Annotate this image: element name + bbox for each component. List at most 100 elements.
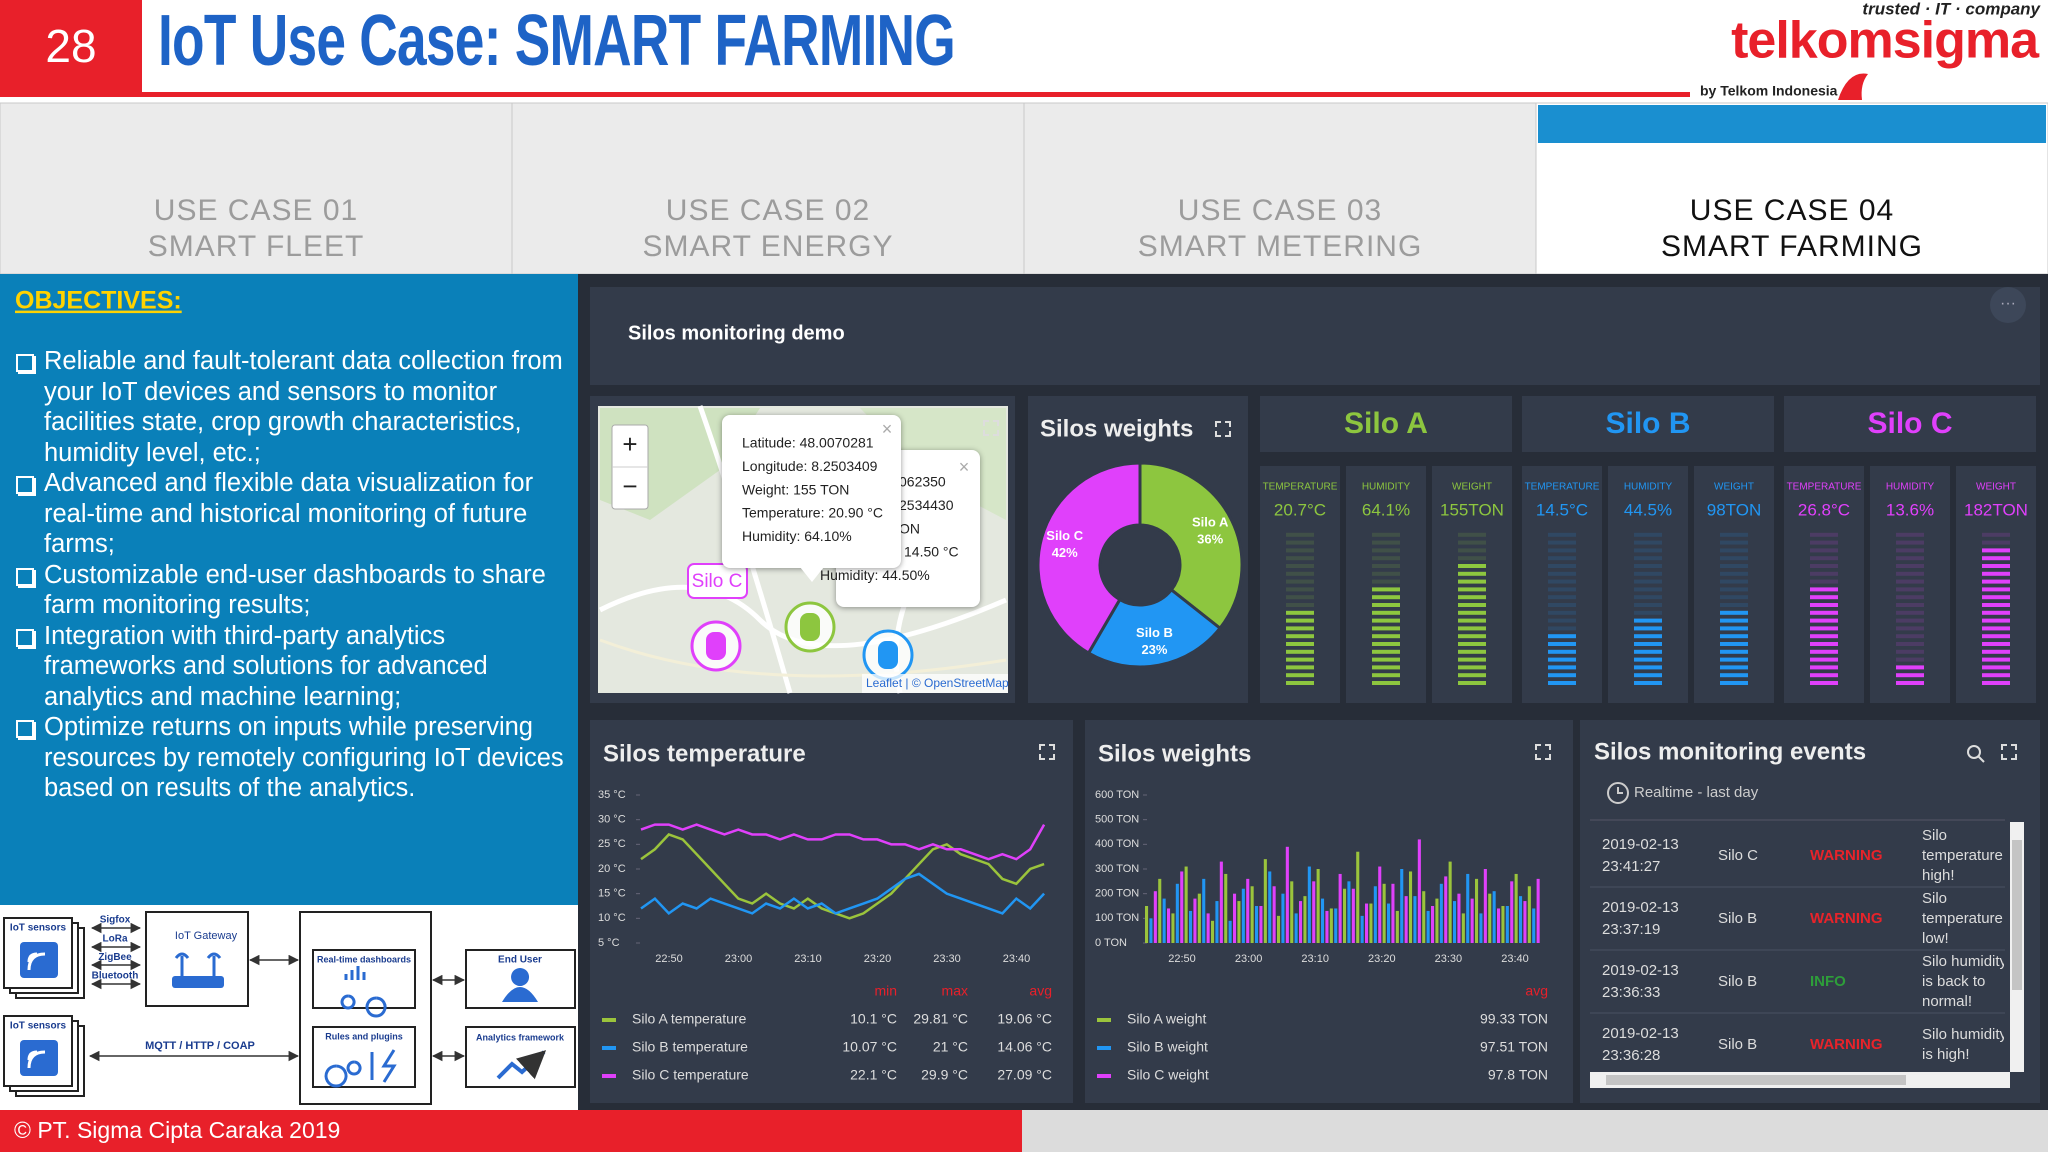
event-message-line: is high! (1922, 1046, 1970, 1063)
weight-bar (1488, 893, 1492, 943)
event-time: 23:41:27 (1602, 858, 1660, 875)
gauge-segment (1286, 626, 1314, 631)
expand-icon[interactable] (983, 420, 999, 436)
chart-title: Silos temperature (603, 740, 806, 767)
gauge-segment (1810, 548, 1838, 553)
gauge-segment (1982, 681, 2010, 685)
weight-bar (1510, 881, 1514, 943)
tab-line1[interactable]: USE CASE 01 (154, 194, 358, 227)
expand-icon[interactable] (1215, 421, 1231, 437)
more-button[interactable] (1990, 287, 2026, 323)
zoom-out[interactable]: − (622, 471, 637, 501)
gauge-segment (1372, 634, 1400, 639)
gauge-segment (1634, 673, 1662, 678)
gauge-segment (1634, 665, 1662, 670)
donut-slice (1086, 587, 1223, 669)
tab-line2[interactable]: SMART ENERGY (643, 230, 894, 263)
weight-bar (1378, 866, 1382, 943)
weight-bar (1453, 901, 1457, 943)
end-user-label: End User (498, 955, 542, 966)
gauge-segment (1634, 610, 1662, 615)
y-tick-label: 600 TON (1095, 789, 1139, 801)
tab-line2[interactable]: SMART FLEET (148, 230, 365, 263)
gauge-segment (1372, 673, 1400, 678)
tab-line1[interactable]: USE CASE 03 (1178, 194, 1382, 227)
gauge-segment (1372, 532, 1400, 537)
gauge-segment (1372, 540, 1400, 545)
tab[interactable] (1023, 102, 1537, 275)
expand-icon[interactable] (1039, 744, 1055, 760)
bullet-box (16, 476, 34, 494)
tab-line2[interactable]: SMART METERING (1138, 230, 1423, 263)
panel (1694, 466, 1774, 703)
gauge-segment (1720, 532, 1748, 537)
gauge-segment (1896, 571, 1924, 576)
more-label[interactable]: ··· (2000, 295, 2016, 312)
legend-label: Silo A temperature (632, 1011, 747, 1027)
gauge-segment (1982, 610, 2010, 615)
gauge-segment (1372, 556, 1400, 561)
v-scroll-thumb[interactable] (2012, 840, 2022, 990)
gauge-segment (1896, 618, 1924, 623)
weight-bar (1145, 906, 1149, 943)
expand-icon[interactable] (2001, 744, 2017, 760)
silo-marker-icon (800, 613, 820, 641)
gauge-segment (1810, 681, 1838, 685)
tab[interactable] (511, 102, 1025, 275)
gauge (1548, 532, 1576, 685)
objective-item: Optimize returns on inputs while preserv… (14, 712, 574, 804)
event-message-line: Silo (1922, 827, 1947, 844)
logo-mark (1838, 73, 1868, 100)
gauge-segment (1458, 618, 1486, 623)
gauge-segment (1634, 587, 1662, 592)
popup-close[interactable]: × (959, 457, 970, 477)
metric-value: 20.7°C (1274, 500, 1326, 519)
expand-icon[interactable] (1535, 744, 1551, 760)
gauge-segment (1634, 595, 1662, 600)
h-scroll-thumb[interactable] (1606, 1075, 1906, 1085)
weight-bar (1206, 913, 1210, 943)
event-silo: Silo B (1718, 973, 1757, 990)
weight-bar (1347, 881, 1351, 943)
rules-box (312, 1026, 416, 1088)
tab[interactable] (0, 102, 513, 275)
event-time: 23:36:28 (1602, 1047, 1660, 1064)
metric-label: TEMPERATURE (1525, 482, 1600, 493)
objective-text: Optimize returns on inputs while preserv… (44, 713, 564, 802)
zoom-in[interactable]: + (622, 429, 637, 459)
tab-line1[interactable]: USE CASE 02 (666, 194, 870, 227)
gauge-segment (1286, 649, 1314, 654)
weight-bar (1470, 898, 1474, 943)
weight-bar (1426, 910, 1430, 943)
gauge-segment (1458, 587, 1486, 592)
tab-line1[interactable]: USE CASE 04 (1690, 194, 1894, 227)
event-severity: INFO (1810, 973, 1846, 990)
metric-label: HUMIDITY (1362, 482, 1411, 493)
objective-text: Advanced and flexible data visualization… (44, 469, 534, 558)
gauge-segment (1372, 649, 1400, 654)
gauge-segment (1548, 579, 1576, 584)
weight-bar (1167, 908, 1171, 943)
event-message-line: temperature is (1922, 910, 2018, 927)
weight-bar (1387, 903, 1391, 943)
gauge-segment (1720, 626, 1748, 631)
clock-icon (1607, 782, 1629, 804)
gauge-segment (1548, 587, 1576, 592)
x-tick-label: 23:40 (1003, 953, 1031, 965)
popup-close[interactable]: × (882, 419, 893, 439)
gauge-segment (1896, 595, 1924, 600)
gauge-segment (1810, 595, 1838, 600)
search-icon[interactable] (1967, 745, 1981, 759)
gauge-segment (1810, 579, 1838, 584)
rules-label: Rules and plugins (325, 1031, 403, 1041)
gauge-segment (1548, 665, 1576, 670)
event-time: 23:37:19 (1602, 921, 1660, 938)
gauge (1896, 532, 1924, 685)
gauge-segment (1458, 626, 1486, 631)
gauge-segment (1634, 571, 1662, 576)
gauge-segment (1982, 579, 2010, 584)
tab-line2[interactable]: SMART FARMING (1661, 230, 1923, 263)
dashboard-title: Silos monitoring demo (628, 322, 845, 344)
gauge-segment (1634, 618, 1662, 623)
silo-name: Silo A (1344, 407, 1428, 440)
